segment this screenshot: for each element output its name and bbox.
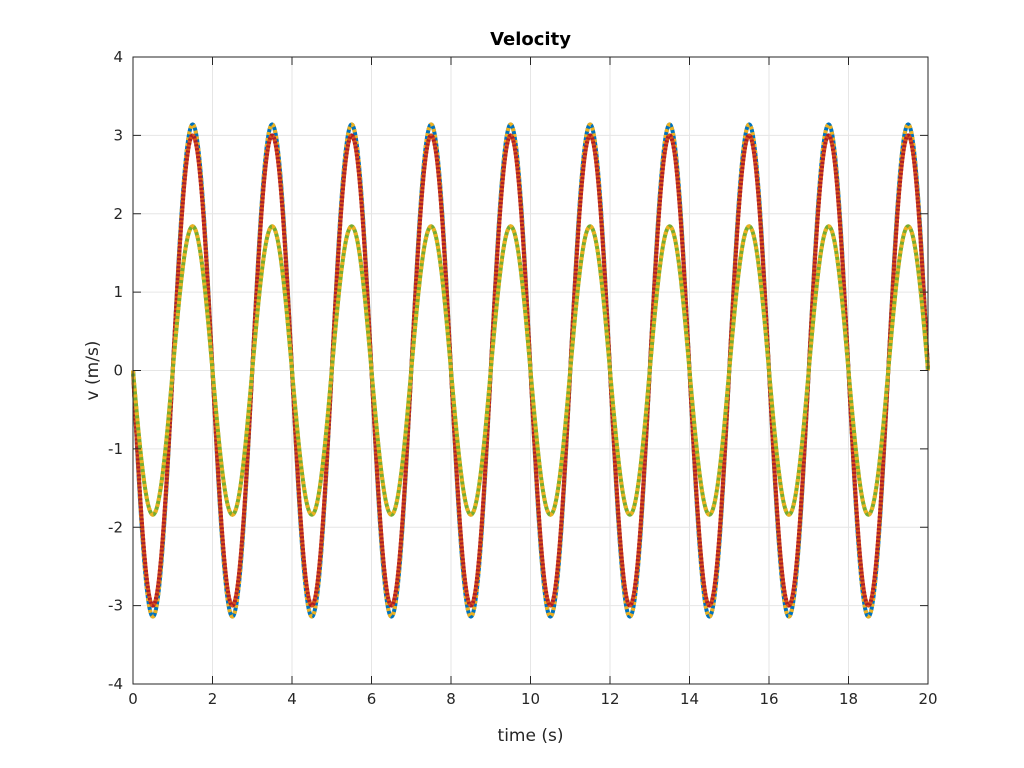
x-tick-label: 10	[521, 690, 540, 708]
x-tick-label: 14	[680, 690, 699, 708]
x-tick-label: 0	[128, 690, 138, 708]
x-tick-label: 2	[208, 690, 218, 708]
y-tick-label: -2	[108, 518, 123, 536]
y-tick-label: 2	[113, 205, 123, 223]
x-tick-label: 6	[367, 690, 377, 708]
series-3-line	[131, 224, 930, 517]
y-tick-label: 3	[113, 126, 123, 144]
y-tick-label: -1	[108, 440, 123, 458]
x-axis-label: time (s)	[498, 726, 564, 746]
y-tick-label: 4	[113, 48, 123, 66]
y-tick-label: -4	[108, 675, 123, 693]
x-tick-label: 16	[759, 690, 778, 708]
y-axis-label: v (m/s)	[83, 341, 103, 401]
y-tick-label: -3	[108, 597, 123, 615]
y-tick-label: 1	[113, 283, 123, 301]
x-tick-label: 8	[446, 690, 456, 708]
chart-title: Velocity	[490, 29, 571, 50]
x-tick-label: 18	[839, 690, 858, 708]
x-tick-label: 12	[600, 690, 619, 708]
x-tick-label: 20	[918, 690, 937, 708]
series-2-overlay	[131, 133, 930, 608]
y-tick-label: 0	[113, 362, 123, 380]
series-3-base	[131, 224, 930, 517]
x-tick-label: 4	[287, 690, 297, 708]
series-layer	[131, 122, 930, 619]
